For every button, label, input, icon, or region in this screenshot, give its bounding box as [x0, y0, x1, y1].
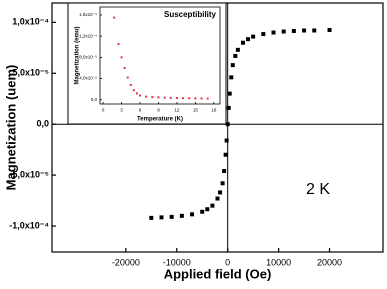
data-point — [302, 28, 307, 33]
y-tick-label: 1,6x10⁻⁴ — [79, 12, 97, 17]
data-point — [281, 29, 286, 34]
data-point — [312, 28, 317, 33]
data-point — [169, 96, 172, 99]
data-point — [222, 169, 227, 174]
data-point — [226, 105, 231, 110]
data-point — [210, 203, 215, 208]
y-tick-label: 4,0x10⁻⁵ — [79, 76, 97, 81]
data-point — [120, 56, 123, 59]
data-point — [126, 76, 129, 79]
data-point — [157, 96, 160, 99]
inset-frame — [67, 2, 227, 125]
y-tick-label: 0,0 — [91, 97, 98, 102]
data-point — [190, 212, 195, 217]
x-axis-label: Temperature (K) — [137, 117, 183, 123]
annotation: 2 K — [306, 181, 330, 198]
data-point — [200, 209, 205, 214]
data-point — [149, 215, 154, 220]
data-point — [224, 138, 229, 143]
data-point — [235, 47, 240, 52]
y-tick-label: -1,0x10⁻⁴ — [9, 220, 49, 230]
data-point — [205, 207, 210, 212]
x-axis-label: Applied field (Oe) — [164, 266, 272, 281]
data-point — [182, 97, 185, 100]
x-tick-label: 12 — [174, 108, 180, 113]
data-point — [169, 214, 174, 219]
x-tick-label: 6 — [139, 108, 142, 113]
data-point — [113, 16, 116, 19]
data-point — [123, 66, 126, 69]
x-tick-label: -20000 — [112, 257, 140, 267]
y-tick-label: 8,0x10⁻⁵ — [79, 55, 97, 60]
x-tick-label: -10000 — [163, 257, 191, 267]
data-point — [233, 53, 238, 58]
x-tick-label: 18 — [211, 108, 217, 113]
legend-label: Susceptibility — [164, 10, 217, 19]
data-point — [227, 91, 232, 96]
data-point — [159, 215, 164, 220]
data-point — [151, 96, 154, 99]
data-point — [215, 196, 220, 201]
data-point — [132, 89, 135, 92]
data-point — [188, 97, 191, 100]
x-tick-label: 0 — [102, 108, 105, 113]
data-point — [251, 34, 256, 39]
data-point — [261, 32, 266, 37]
data-point — [246, 37, 251, 42]
data-point — [223, 152, 228, 157]
data-point — [229, 75, 234, 80]
data-point — [194, 97, 197, 100]
data-point — [129, 83, 132, 86]
data-point — [291, 29, 296, 34]
data-point — [218, 190, 223, 195]
data-point — [200, 97, 203, 100]
x-tick-label: 10000 — [266, 257, 291, 267]
data-point — [139, 94, 141, 97]
y-tick-label: 5,0x10⁻⁵ — [12, 68, 49, 78]
x-tick-label: 9 — [157, 108, 160, 113]
data-point — [179, 213, 184, 218]
data-point — [225, 122, 230, 127]
data-point — [230, 63, 235, 68]
x-tick-label: 0 — [225, 257, 230, 267]
x-tick-label: 3 — [120, 108, 123, 113]
y-tick-label: 1,0x10⁻⁴ — [12, 17, 49, 27]
y-tick-label: 0,0 — [36, 119, 49, 129]
x-tick-label: 15 — [193, 108, 199, 113]
y-axis-label: Magnetization (emu) — [75, 26, 81, 84]
y-tick-label: -5,0x10⁻⁵ — [9, 169, 49, 179]
data-point — [117, 43, 120, 46]
data-point — [327, 27, 332, 32]
data-point — [135, 92, 138, 95]
data-point — [175, 97, 178, 100]
data-point — [145, 95, 148, 98]
data-point — [220, 181, 225, 186]
data-point — [240, 40, 245, 45]
x-tick-label: 20000 — [317, 257, 342, 267]
y-axis-label: Magnetization (uem) — [3, 65, 18, 191]
y-tick-label: 1,2x10⁻⁴ — [79, 33, 97, 38]
data-point — [271, 30, 276, 35]
data-point — [206, 97, 209, 100]
data-point — [163, 96, 166, 99]
plot-frame — [99, 6, 221, 105]
